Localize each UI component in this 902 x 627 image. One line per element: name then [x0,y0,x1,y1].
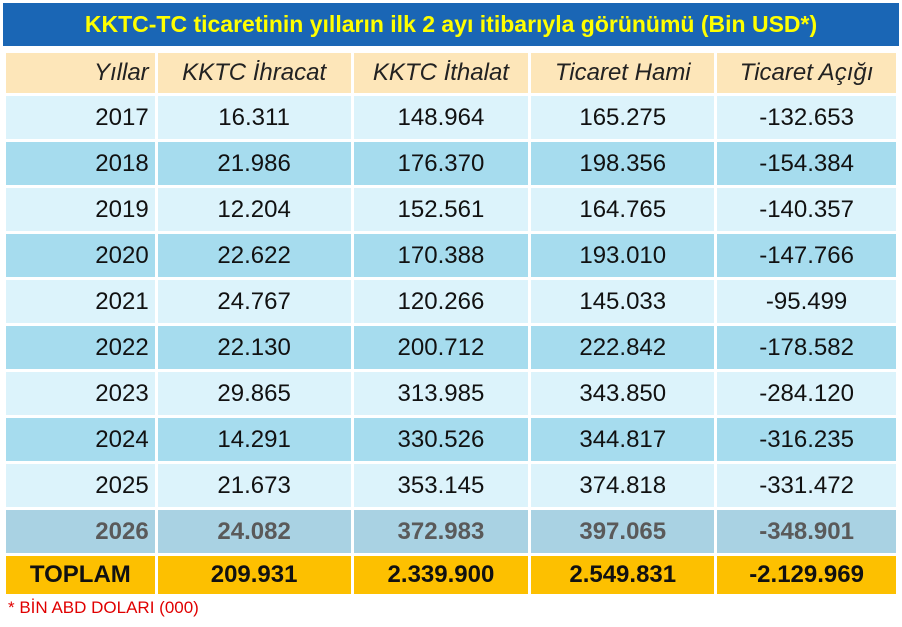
trade-deficit-cell: -140.357 [717,188,896,231]
table-row: 2021 24.767 120.266 145.033 -95.499 [6,280,896,323]
year-cell: 2020 [6,234,155,277]
imports-cell: 120.266 [353,280,529,323]
trade-volume-cell: 164.765 [531,188,715,231]
trade-deficit-cell: -147.766 [717,234,896,277]
imports-cell: 176.370 [353,142,529,185]
imports-cell: 353.145 [353,464,529,507]
trade-volume-cell: 343.850 [531,372,715,415]
trade-deficit-cell: -348.901 [717,510,896,553]
trade-deficit-cell: -154.384 [717,142,896,185]
imports-cell: 313.985 [353,372,529,415]
year-cell: 2019 [6,188,155,231]
year-cell: 2018 [6,142,155,185]
table-row: 2018 21.986 176.370 198.356 -154.384 [6,142,896,185]
trade-volume-cell: 145.033 [531,280,715,323]
imports-cell: 372.983 [353,510,529,553]
trade-deficit-cell: -95.499 [717,280,896,323]
year-cell: 2017 [6,96,155,139]
table-row: 2022 22.130 200.712 222.842 -178.582 [6,326,896,369]
table-title: KKTC-TC ticaretinin yılların ilk 2 ayı i… [3,3,899,46]
column-header-exports: KKTC İhracat [157,53,351,93]
year-cell: 2024 [6,418,155,461]
total-exports: 209.931 [157,556,351,594]
total-trade-deficit: -2.129.969 [717,556,896,594]
column-header-trade-deficit: Ticaret Açığı [717,53,896,93]
column-header-trade-volume: Ticaret Hami [531,53,715,93]
total-label: TOPLAM [6,556,155,594]
imports-cell: 330.526 [353,418,529,461]
trade-deficit-cell: -331.472 [717,464,896,507]
trade-volume-cell: 198.356 [531,142,715,185]
exports-cell: 21.986 [157,142,351,185]
table-header-row: Yıllar KKTC İhracat KKTC İthalat Ticaret… [6,53,896,93]
trade-deficit-cell: -178.582 [717,326,896,369]
imports-cell: 200.712 [353,326,529,369]
trade-volume-cell: 193.010 [531,234,715,277]
table-row: 2023 29.865 313.985 343.850 -284.120 [6,372,896,415]
total-trade-volume: 2.549.831 [531,556,715,594]
table-row: 2025 21.673 353.145 374.818 -331.472 [6,464,896,507]
table-row: 2024 14.291 330.526 344.817 -316.235 [6,418,896,461]
footnote: * BİN ABD DOLARI (000) [8,598,199,617]
trade-volume-cell: 165.275 [531,96,715,139]
trade-deficit-cell: -316.235 [717,418,896,461]
exports-cell: 12.204 [157,188,351,231]
total-imports: 2.339.900 [353,556,529,594]
table-row: 2019 12.204 152.561 164.765 -140.357 [6,188,896,231]
table-row: 2020 22.622 170.388 193.010 -147.766 [6,234,896,277]
trade-table: Yıllar KKTC İhracat KKTC İthalat Ticaret… [3,50,899,597]
exports-cell: 21.673 [157,464,351,507]
table-row: 2017 16.311 148.964 165.275 -132.653 [6,96,896,139]
trade-volume-cell: 344.817 [531,418,715,461]
year-cell: 2022 [6,326,155,369]
trade-deficit-cell: -132.653 [717,96,896,139]
trade-volume-cell: 222.842 [531,326,715,369]
imports-cell: 170.388 [353,234,529,277]
trade-deficit-cell: -284.120 [717,372,896,415]
exports-cell: 14.291 [157,418,351,461]
year-cell: 2021 [6,280,155,323]
exports-cell: 16.311 [157,96,351,139]
table-row: 2026 24.082 372.983 397.065 -348.901 [6,510,896,553]
exports-cell: 24.767 [157,280,351,323]
year-cell: 2023 [6,372,155,415]
exports-cell: 29.865 [157,372,351,415]
column-header-years: Yıllar [6,53,155,93]
exports-cell: 22.130 [157,326,351,369]
trade-volume-cell: 374.818 [531,464,715,507]
exports-cell: 24.082 [157,510,351,553]
year-cell: 2025 [6,464,155,507]
trade-volume-cell: 397.065 [531,510,715,553]
imports-cell: 148.964 [353,96,529,139]
exports-cell: 22.622 [157,234,351,277]
total-row: TOPLAM 209.931 2.339.900 2.549.831 -2.12… [6,556,896,594]
imports-cell: 152.561 [353,188,529,231]
column-header-imports: KKTC İthalat [353,53,529,93]
year-cell: 2026 [6,510,155,553]
